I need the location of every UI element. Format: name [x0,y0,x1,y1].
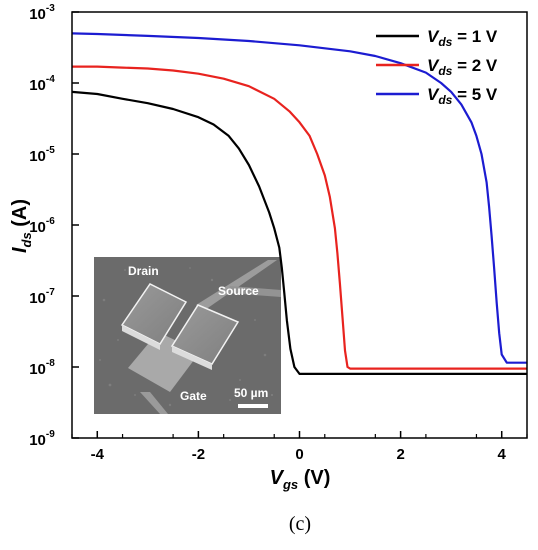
inset-source-edge [172,346,212,370]
y-tick-label: 10-9 [29,429,55,449]
series-line-1 [72,90,527,375]
series-layer [72,32,527,375]
legend-label-2: Vds = 2 V [427,56,498,78]
legend-label-1: Vds = 1 V [427,27,498,49]
x-tick-label: 4 [498,446,507,463]
inset-label-gate: Gate [180,389,207,403]
y-tick-label: 10-3 [29,3,55,23]
y-tick-label: 10-7 [29,287,55,307]
y-tick-label: 10-6 [29,216,55,236]
y-axis-title: Ids (A) [9,199,34,253]
series-line-3 [72,32,527,364]
x-tick-label: -4 [91,446,105,463]
inset-label-source: Source [218,284,259,298]
inset-scale-bar-label: 50 µm [234,386,268,400]
y-tick-label: 10-8 [29,358,55,378]
y-tick-label: 10-5 [29,145,55,165]
inset-label-drain: Drain [128,264,159,278]
y-tick-label: 10-4 [29,74,55,94]
inset-trace-right [228,286,281,297]
inset-trace-source [196,260,277,312]
x-axis: -4 -2 0 2 4 [71,431,528,463]
x-tick-label: -2 [192,446,205,463]
y-axis: 10-9 10-8 10-7 10-6 10-5 10-4 10-3 [29,3,79,449]
series-line-2 [72,65,527,370]
inset-drain-block [120,283,188,345]
inset-source-block [170,304,240,365]
x-tick-label: 2 [396,446,404,463]
figure-caption: (c) [289,513,311,535]
legend: Vds = 1 V Vds = 2 V Vds = 5 V [376,27,498,107]
inset-micrograph: Drain Source Gate 50 µm [94,257,281,414]
inset-drain-edge [122,325,160,350]
inset-trace-gate [140,392,168,414]
x-tick-label: 0 [295,446,303,463]
x-axis-title: Vgs (V) [270,467,331,492]
inset-scale-bar [238,404,268,408]
legend-label-3: Vds = 5 V [427,85,498,107]
